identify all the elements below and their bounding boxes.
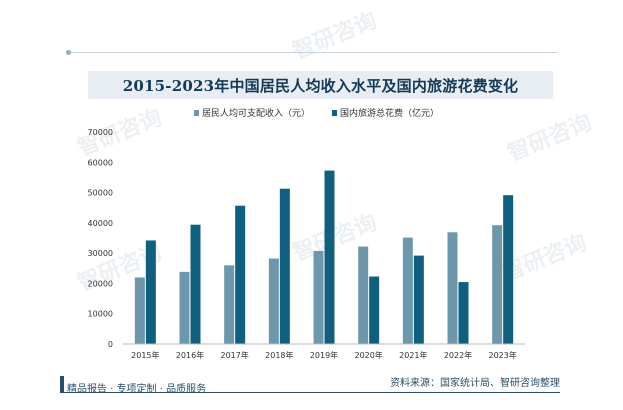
y-tick-label: 40000 [88, 219, 113, 228]
x-tick-label: 2018年 [265, 350, 293, 360]
footer-divider [60, 392, 560, 393]
y-tick-label: 0 [108, 340, 113, 349]
x-tick-label: 2023年 [488, 350, 516, 360]
legend-swatch [194, 110, 199, 116]
tourism-spending-bar [503, 195, 514, 344]
top-divider-dot [66, 50, 71, 55]
bar-series [134, 170, 514, 344]
income-bar [313, 250, 324, 344]
tourism-spending-bar [413, 255, 424, 344]
footer-source: 资料来源：国家统计局、智研咨询整理 [390, 378, 560, 389]
tourism-spending-bar [235, 205, 246, 344]
tourism-spending-bar [369, 276, 380, 344]
x-tick-label: 2019年 [310, 350, 338, 360]
tourism-spending-bar [279, 188, 290, 344]
x-tick-label: 2016年 [176, 350, 204, 360]
income-bar [179, 271, 190, 344]
income-bar [224, 265, 235, 344]
income-bar [402, 237, 413, 344]
income-bar [358, 246, 369, 344]
chart-legend: 居民人均可支配收入（元） 国内旅游总花费（亿元） [194, 107, 439, 119]
y-tick-label: 10000 [88, 310, 113, 319]
footer-accent [60, 376, 64, 392]
income-bar [134, 277, 145, 344]
y-tick-label: 30000 [88, 249, 113, 258]
income-bar [447, 232, 458, 344]
legend-swatch [332, 110, 337, 116]
top-divider [70, 52, 558, 53]
y-tick-label: 70000 [88, 128, 113, 137]
y-tick-label: 20000 [88, 279, 113, 288]
legend-label: 国内旅游总花费（亿元） [340, 107, 439, 119]
footer-slogan: 精品报告 · 专项定制 · 品质服务 [67, 384, 207, 395]
x-tick-label: 2021年 [399, 350, 427, 360]
x-tick-label: 2022年 [444, 350, 472, 360]
x-tick-label: 2017年 [220, 350, 248, 360]
tourism-spending-bar [324, 170, 335, 344]
tourism-spending-bar [190, 224, 201, 344]
income-bar [492, 225, 503, 344]
y-axis: 0 10000 20000 30000 40000 50000 60000 70000 [88, 128, 113, 349]
x-tick-label: 2015年 [131, 350, 159, 360]
y-tick-label: 50000 [88, 189, 113, 198]
y-tick-label: 60000 [88, 158, 113, 167]
chart-title-bar: 2015-2023年中国居民人均收入水平及国内旅游花费变化 [88, 71, 553, 99]
legend-label: 居民人均可支配收入（元） [202, 107, 310, 119]
chart-title: 2015-2023年中国居民人均收入水平及国内旅游花费变化 [122, 76, 519, 95]
income-bar [268, 258, 279, 344]
tourism-spending-bar [458, 282, 469, 344]
x-tick-label: 2020年 [354, 350, 382, 360]
tourism-spending-bar [145, 240, 156, 344]
x-axis: 2015年 2016年 2017年 2018年 2019年 2020年 2021年 2022年… [123, 343, 525, 360]
